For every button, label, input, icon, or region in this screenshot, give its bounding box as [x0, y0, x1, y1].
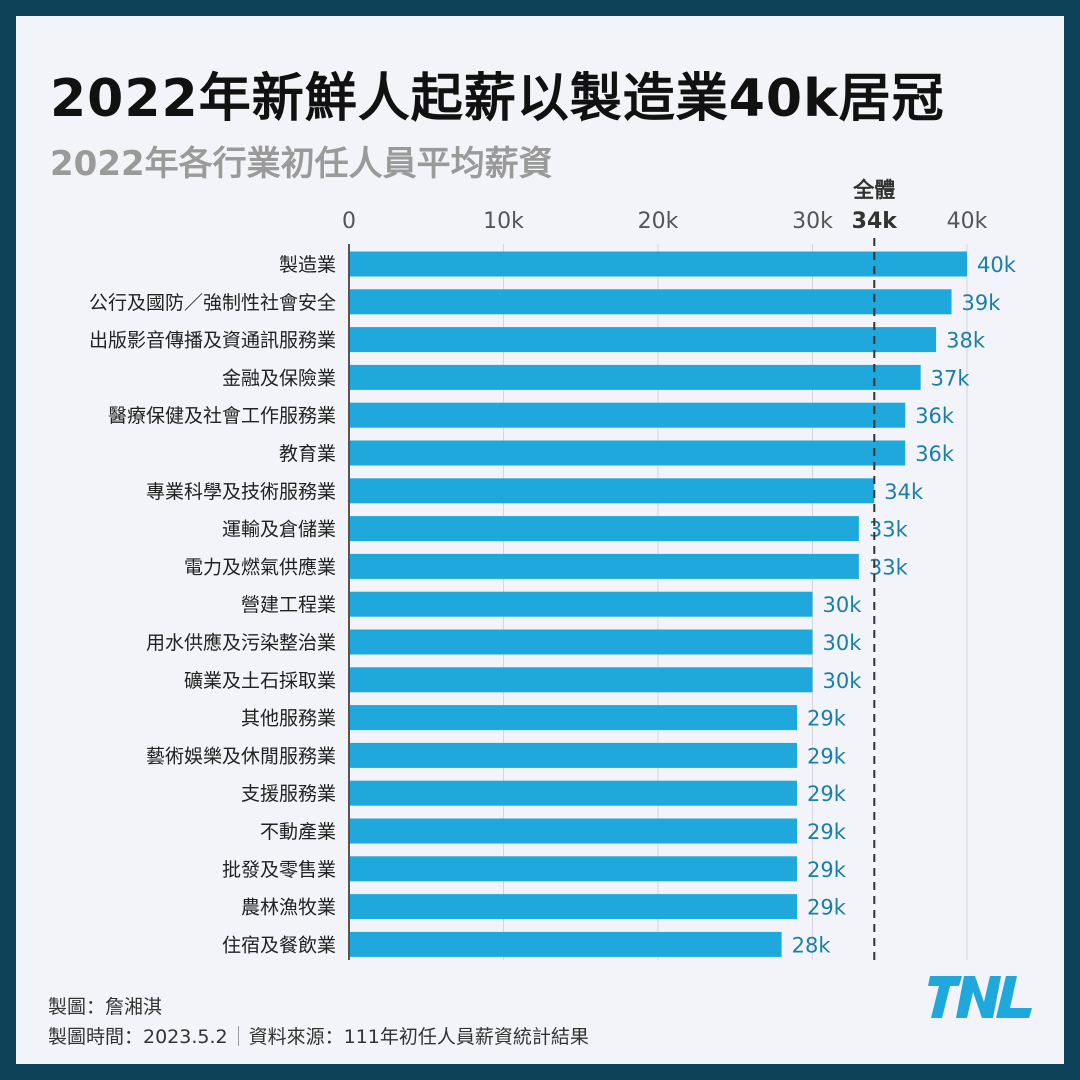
category-label: 電力及燃氣供應業	[184, 555, 336, 578]
chart-card: 2022年新鮮人起薪以製造業40k居冠 2022年各行業初任人員平均薪資 製圖：…	[16, 16, 1064, 1064]
value-label: 40k	[977, 253, 1017, 277]
bar	[349, 516, 859, 542]
value-label: 30k	[823, 631, 863, 655]
bar	[349, 440, 906, 466]
category-label: 醫療保健及社會工作服務業	[108, 405, 336, 427]
category-label: 不動產業	[260, 821, 336, 843]
value-label: 29k	[807, 707, 847, 731]
tnl-logo-mark	[928, 976, 1032, 1018]
category-label: 藝術娛樂及休閒服務業	[146, 745, 336, 767]
value-label: 29k	[807, 858, 847, 882]
tnl-logo	[928, 976, 1032, 1018]
x-tick-label: 10k	[483, 209, 524, 234]
footer-info: 製圖時間：2023.5.2 資料來源：111年初任人員薪資統計結果	[48, 1022, 589, 1049]
value-label: 30k	[823, 593, 863, 617]
value-label: 29k	[807, 896, 847, 920]
bar	[349, 553, 859, 579]
category-label: 金融及保險業	[222, 367, 336, 389]
reference-line-label: 全體	[852, 178, 895, 202]
category-label: 公行及國防／強制性社會安全	[89, 292, 336, 314]
value-label: 34k	[884, 480, 924, 504]
value-label: 29k	[807, 744, 847, 768]
category-label: 住宿及餐飲業	[222, 934, 336, 956]
bar	[349, 289, 952, 315]
value-label: 33k	[869, 518, 909, 542]
category-label: 出版影音傳播及資通訊服務業	[89, 330, 336, 352]
category-label: 營建工程業	[241, 594, 336, 616]
reference-line-value: 34k	[852, 209, 899, 234]
category-label: 用水供應及污染整治業	[146, 631, 336, 654]
bar	[349, 591, 813, 617]
value-label: 36k	[915, 442, 955, 466]
x-tick-label: 30k	[792, 209, 833, 234]
category-label: 專業科學及技術服務業	[146, 481, 336, 503]
bar	[349, 894, 798, 920]
category-label: 其他服務業	[241, 708, 336, 730]
x-tick-label: 40k	[947, 209, 988, 234]
bar	[349, 667, 813, 693]
value-label: 30k	[823, 669, 863, 693]
x-tick-label: 20k	[638, 209, 679, 234]
data-source: 資料來源：111年初任人員薪資統計結果	[248, 1026, 589, 1048]
value-label: 37k	[931, 366, 971, 390]
bar	[349, 629, 813, 655]
bar	[349, 705, 798, 731]
bar	[349, 402, 906, 428]
x-tick-label: 0	[342, 209, 356, 234]
chart-subtitle: 2022年各行業初任人員平均薪資	[50, 144, 553, 184]
category-label: 教育業	[279, 443, 336, 465]
value-label: 36k	[915, 404, 955, 428]
category-label: 批發及零售業	[222, 859, 336, 881]
bar	[349, 364, 921, 390]
category-label: 支援服務業	[241, 783, 336, 805]
category-label: 農林漁牧業	[241, 897, 336, 919]
author-credit: 製圖：詹湘淇	[48, 996, 163, 1018]
bar	[349, 931, 782, 957]
chart-title: 2022年新鮮人起薪以製造業40k居冠	[50, 69, 945, 129]
bar	[349, 818, 798, 844]
category-label: 運輸及倉儲業	[222, 519, 336, 541]
bar	[349, 780, 798, 806]
production-time: 製圖時間：2023.5.2	[48, 1026, 228, 1048]
value-label: 29k	[807, 820, 847, 844]
footer-divider	[237, 1026, 239, 1046]
bar	[349, 327, 937, 353]
category-label: 礦業及土石採取業	[184, 670, 336, 692]
bar	[349, 251, 967, 277]
bar	[349, 856, 798, 882]
category-label: 製造業	[279, 254, 336, 276]
value-label: 38k	[946, 329, 986, 353]
value-label: 39k	[962, 291, 1002, 315]
value-label: 28k	[792, 933, 832, 957]
value-label: 33k	[869, 555, 909, 579]
bar	[349, 478, 875, 504]
value-label: 29k	[807, 782, 847, 806]
bar	[349, 742, 798, 768]
